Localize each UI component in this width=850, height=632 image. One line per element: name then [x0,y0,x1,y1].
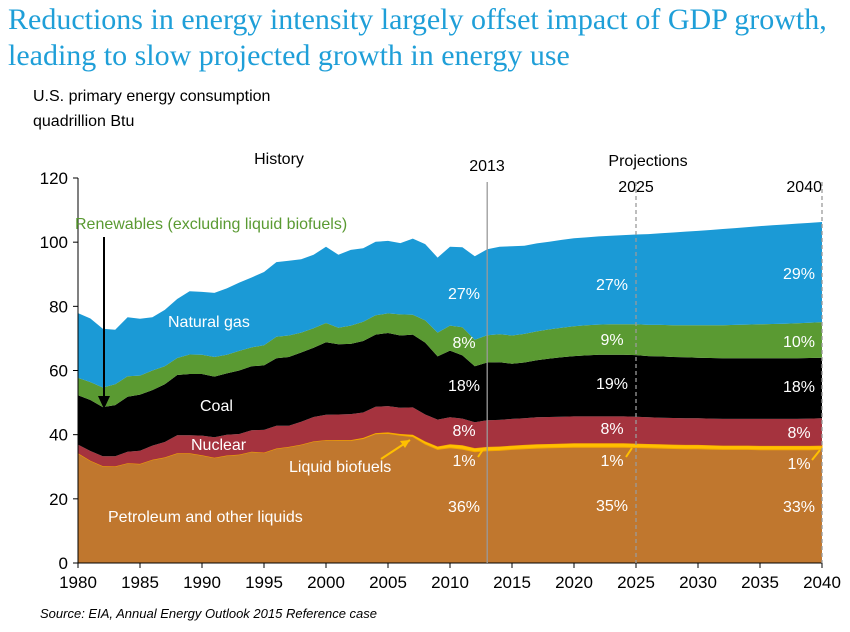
x-tick-label: 2030 [679,573,717,592]
share-petroleum-2025: 35% [596,498,628,515]
share-renewables-2013: 8% [452,335,475,352]
nuclear-label: Nuclear [191,437,247,454]
vline-label-2040: 2040 [786,179,822,196]
x-tick-label: 2015 [493,573,531,592]
share-renewables-2040: 10% [783,334,815,351]
projections-label: Projections [608,153,687,170]
share-coal-2040: 18% [783,379,815,396]
x-tick-label: 2040 [803,573,841,592]
x-tick-label: 2025 [617,573,655,592]
share-petroleum-2013: 36% [448,499,480,516]
share-liquid-biofuels-2013: 1% [452,453,475,470]
x-tick-label: 1985 [121,573,159,592]
coal-label: Coal [200,398,233,415]
y-tick-label: 0 [59,554,68,573]
share-petroleum-2040: 33% [783,499,815,516]
share-liquid-biofuels-2040: 1% [787,456,810,473]
petroleum-label: Petroleum and other liquids [108,509,303,526]
x-tick-label: 2010 [431,573,469,592]
share-renewables-2025: 9% [600,332,623,349]
vline-label-2025: 2025 [618,179,654,196]
biofuel-share-pointer [477,447,485,458]
y-tick-label: 60 [49,362,68,381]
share-natural-gas-2013: 27% [448,286,480,303]
biofuel-share-pointer [811,449,821,461]
chart-units: quadrillion Btu [33,113,135,130]
vline-label-2013: 2013 [469,158,505,175]
share-natural-gas-2040: 29% [783,266,815,283]
x-tick-label: 1990 [183,573,221,592]
x-tick-label: 2035 [741,573,779,592]
history-label: History [254,151,304,168]
y-tick-label: 120 [40,169,68,188]
x-tick-label: 1995 [245,573,283,592]
x-tick-label: 1980 [59,573,97,592]
biofuel-share-pointer [625,447,633,458]
area-natural-gas [78,222,822,388]
renewables-label: Renewables (excluding liquid biofuels) [75,216,347,233]
share-liquid-biofuels-2025: 1% [600,453,623,470]
x-tick-label: 2020 [555,573,593,592]
x-tick-label: 2000 [307,573,345,592]
y-tick-label: 20 [49,490,68,509]
share-nuclear-2025: 8% [600,421,623,438]
liquid-biofuels-label: Liquid biofuels [289,459,391,476]
share-nuclear-2013: 8% [452,423,475,440]
renewables-arrowhead [98,396,110,409]
source-note: Source: EIA, Annual Energy Outlook 2015 … [40,606,377,621]
area-coal [78,333,822,457]
y-tick-label: 40 [49,426,68,445]
liquid-biofuels-arrowhead [400,440,410,448]
natural-gas-label: Natural gas [168,314,250,331]
share-coal-2013: 18% [448,378,480,395]
share-coal-2025: 19% [596,376,628,393]
share-nuclear-2040: 8% [787,425,810,442]
share-natural-gas-2025: 27% [596,277,628,294]
chart-subtitle: U.S. primary energy consumption [33,88,271,105]
y-tick-label: 100 [40,233,68,252]
chart-title: Reductions in energy intensity largely o… [8,3,827,72]
x-tick-label: 2005 [369,573,407,592]
y-tick-label: 80 [49,297,68,316]
